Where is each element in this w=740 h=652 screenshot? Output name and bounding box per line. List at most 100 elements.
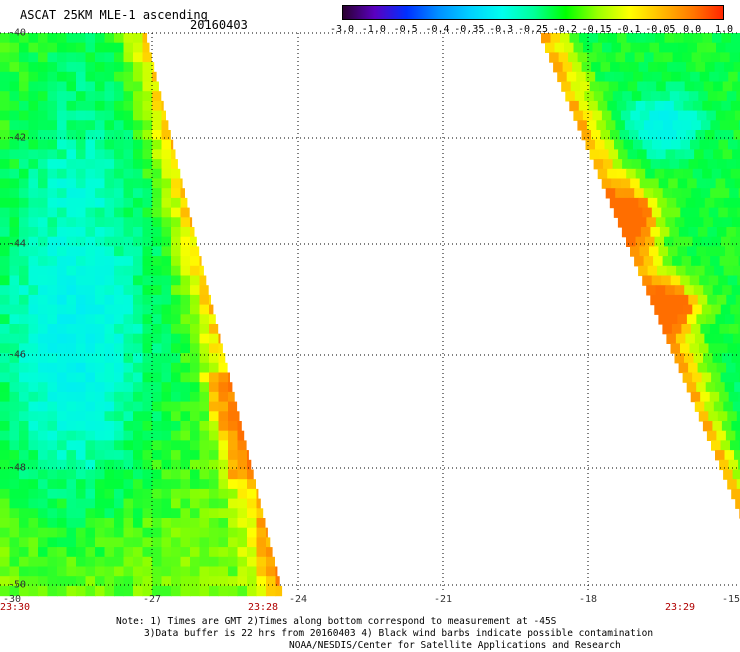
swath-cell [725,246,735,256]
swath-cell [19,198,29,208]
swath-cell [729,256,739,266]
swath-cell [0,217,10,227]
swath-cell [124,431,134,441]
swath-cell [86,120,96,130]
swath-cell [152,460,162,470]
swath-cell [171,431,181,441]
swath-cell [95,217,105,227]
swath-cell [691,256,701,266]
swath-cell [723,149,733,159]
swath-cell [247,489,257,499]
swath-cell [57,179,67,189]
swath-cell [703,217,713,227]
swath-cell [257,557,267,567]
swath-cell [676,266,686,276]
swath-cell [95,111,105,121]
swath-cell [695,334,705,344]
swath-cell [636,237,646,247]
swath-cell [124,33,134,43]
swath-cell [133,547,143,557]
swath-cell [0,227,10,237]
swath-cell [67,470,77,480]
swath-cell [209,343,219,353]
swath-cell [133,411,143,421]
swath-cell [152,363,162,373]
swath-cell [95,256,105,266]
swath-cell [219,363,228,373]
swath-cell [19,52,29,62]
swath-cell [29,373,39,383]
swath-cell [652,276,662,286]
swath-cell [228,499,238,509]
swath-cell [171,324,181,334]
swath-cell [95,557,105,567]
swath-cell [67,149,77,159]
swath-cell [614,208,624,218]
swath-cell [76,450,86,460]
swath-cell [105,295,115,305]
swath-cell [190,363,200,373]
swath-cell [0,508,10,518]
swath-cell [162,266,172,276]
swath-cell [86,431,96,441]
swath-cell [57,62,67,72]
colorbar-label: -0.1 [616,24,640,35]
swath-cell [713,217,723,227]
swath-cell [67,43,77,53]
swath-cell [86,508,96,518]
swath-cell [95,159,105,169]
swath-cell [0,208,10,218]
swath-cell [162,188,172,198]
swath-cell [671,72,681,82]
swath-cell [19,528,29,538]
swath-cell [114,266,124,276]
swath-cell [238,547,248,557]
swath-cell [228,586,238,596]
swath-cell [86,411,96,421]
swath-cell [171,140,173,150]
swath-cell [143,227,153,237]
swath-cell [152,101,162,111]
swath-cell [679,227,689,237]
swath-cell [689,91,699,101]
swath-cell [705,266,715,276]
swath-cell [722,421,732,431]
swath-cell [728,208,738,218]
swath-cell [105,208,115,218]
swath-cell [48,343,58,353]
swath-cell [605,72,615,82]
swath-cell [171,440,181,450]
swath-cell [124,62,134,72]
swath-cell [105,547,115,557]
swath-cell [19,43,29,53]
swath-cell [114,314,124,324]
swath-cell [171,479,181,489]
swath-cell [29,33,39,43]
swath-cell [652,72,662,82]
swath-cell [247,450,249,460]
swath-cell [95,149,105,159]
swath-cell [713,285,723,295]
swath-cell [124,82,134,92]
swath-cell [143,120,153,130]
swath-cell [238,528,248,538]
swath-cell [162,586,172,596]
swath-cell [152,431,162,441]
swath-cell [48,460,58,470]
swath-cell [0,276,10,286]
swath-cell [19,373,29,383]
swath-cell [38,188,48,198]
swath-cell [636,101,646,111]
swath-cell [29,237,39,247]
swath-cell [29,208,39,218]
swath-cell [699,343,709,353]
swath-cell [672,256,682,266]
swath-cell [133,246,143,256]
swath-cell [105,421,115,431]
swath-cell [190,305,200,315]
swath-cell [10,499,20,509]
swath-cell [133,52,143,62]
swath-cell [152,149,162,159]
swath-cell [171,528,181,538]
swath-cell [697,111,707,121]
